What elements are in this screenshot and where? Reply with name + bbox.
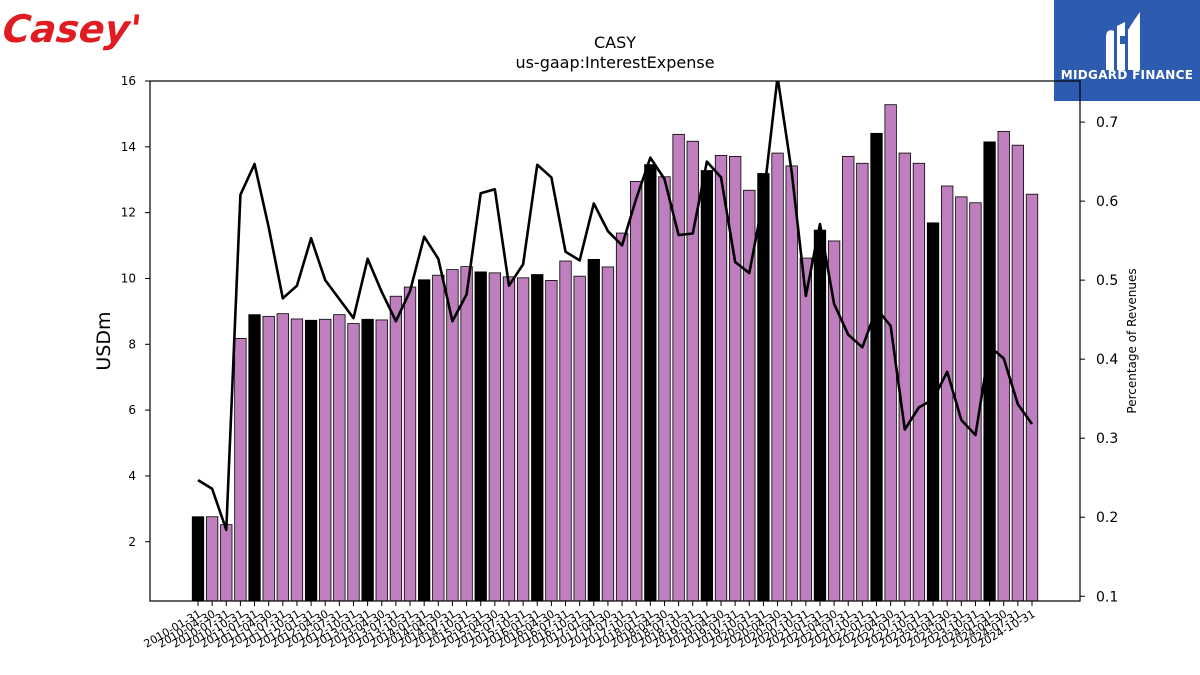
midgard-finance-logo: MIDGARD FINANCE	[1054, 0, 1200, 101]
bar-2015-01-31	[474, 271, 487, 602]
percentage-of-revenues-line	[197, 81, 1034, 532]
bar-2010-01-31	[191, 516, 205, 602]
chart-subtitle: us-gaap:InterestExpense	[515, 53, 714, 72]
bar-2019-07-31	[729, 155, 742, 602]
bar-2015-04-30	[488, 272, 502, 602]
bar-2010-07-31	[220, 524, 233, 602]
bar-2015-10-31	[516, 277, 530, 602]
y-tick-label: 16	[121, 74, 136, 88]
bar-2022-07-31	[898, 152, 911, 602]
bar-2017-10-31	[630, 180, 643, 602]
y2-tick-label: 0.4	[1096, 352, 1118, 368]
bar-2017-04-30	[601, 266, 615, 602]
y2-tick-label: 0.2	[1096, 510, 1118, 526]
y-tick-label: 14	[121, 140, 136, 154]
bar-2021-07-31	[842, 155, 855, 602]
bar-2020-01-31	[757, 173, 770, 602]
bar-2023-01-31	[926, 222, 940, 602]
bar-2020-04-30	[771, 152, 784, 602]
y-axis-label: USDm	[93, 311, 115, 370]
y-tick-label: 12	[121, 206, 136, 220]
bar-2024-10-31	[1025, 193, 1039, 602]
bar-2022-01-31	[870, 132, 883, 602]
bar-2015-07-31	[502, 276, 516, 602]
bar-2017-01-31	[587, 258, 600, 602]
bar-2021-01-31	[813, 229, 827, 602]
bar-2016-04-30	[545, 280, 558, 602]
bar-2023-07-31	[955, 196, 968, 602]
bar-2013-07-31	[389, 295, 403, 602]
y-tick-label: 2	[128, 535, 136, 549]
bar-2020-07-31	[785, 165, 798, 602]
bar-2012-01-31	[304, 319, 318, 602]
bar-2011-04-30	[262, 315, 275, 602]
bar-2018-07-31	[672, 133, 685, 602]
y-tick-label: 6	[128, 403, 136, 417]
bar-2014-01-31	[418, 279, 431, 602]
bar-2024-04-30	[997, 130, 1010, 602]
bar-2021-04-30	[827, 240, 841, 602]
bar-2020-10-31	[799, 257, 812, 602]
y-tick-label: 4	[128, 469, 136, 483]
y2-tick-label: 0.1	[1096, 589, 1118, 605]
y2-axis-label: Percentage of Revenues	[1125, 268, 1139, 413]
line-series	[197, 81, 1034, 532]
y2-axis-ticks: 0.1 0.2 0.3 0.4 0.5 0.6 0.7	[1080, 115, 1118, 605]
bar-2013-04-30	[375, 319, 388, 602]
bar-2021-10-31	[856, 162, 869, 602]
plot-frame	[149, 80, 1081, 602]
bar-2011-07-31	[276, 313, 289, 602]
bar-2019-01-31	[700, 170, 714, 602]
bar-2016-10-31	[573, 275, 586, 602]
bar-2010-10-31	[234, 337, 247, 602]
bar-2016-01-31	[531, 274, 544, 602]
y-tick-label: 10	[121, 271, 136, 285]
bar-2010-04-30	[205, 516, 219, 602]
caseys-logo: Casey's	[1, 0, 167, 62]
bar-2013-10-31	[403, 286, 417, 602]
bar-2019-04-30	[714, 154, 728, 602]
bar-2013-01-31	[361, 318, 374, 602]
y2-tick-label: 0.6	[1096, 194, 1118, 210]
bar-2012-07-31	[333, 314, 346, 602]
chart-title: CASY	[594, 33, 636, 52]
y2-tick-label: 0.7	[1096, 115, 1118, 131]
x-axis-ticks: 2010-01-312010-04-302010-07-312010-10-31…	[142, 601, 1038, 651]
y-tick-label: 8	[128, 337, 136, 351]
publisher-name: MIDGARD FINANCE	[1060, 68, 1194, 82]
bar-2024-07-31	[1011, 144, 1025, 602]
bar-2018-04-30	[658, 176, 671, 602]
y-axis-ticks: 2 4 6 8 10 12 14 16	[121, 74, 150, 549]
svg-text:Casey's: Casey's	[4, 7, 139, 51]
bar-2014-10-31	[460, 266, 473, 602]
bar-2012-04-30	[319, 318, 332, 602]
y2-tick-label: 0.5	[1096, 273, 1118, 289]
bar-2011-01-31	[248, 314, 261, 602]
bar-series	[191, 104, 1039, 602]
bar-2014-04-30	[432, 274, 445, 602]
bar-2018-01-31	[644, 164, 657, 602]
bar-2023-04-30	[941, 185, 954, 602]
bar-2022-10-31	[912, 162, 926, 602]
bar-2011-10-31	[290, 318, 304, 602]
bar-2016-07-31	[559, 260, 572, 602]
bar-2017-07-31	[615, 232, 629, 602]
y2-tick-label: 0.3	[1096, 431, 1118, 447]
bar-2012-10-31	[347, 323, 360, 602]
